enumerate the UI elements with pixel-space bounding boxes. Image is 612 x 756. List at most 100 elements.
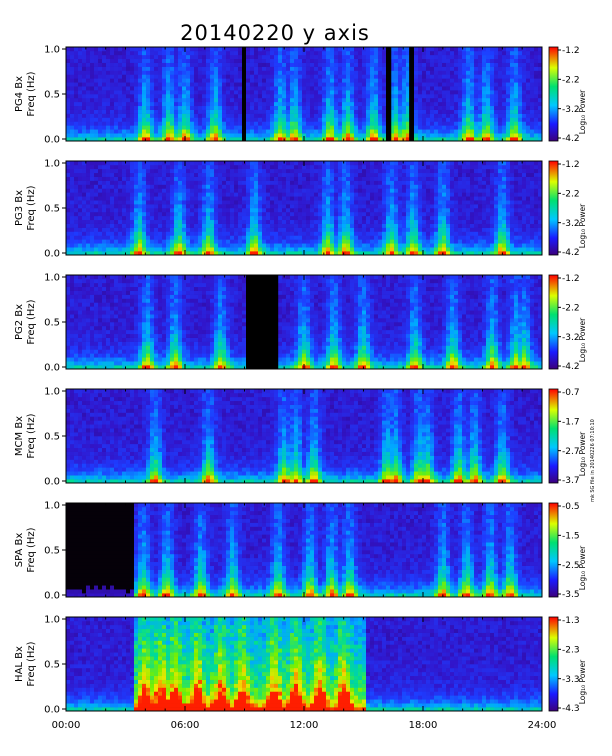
heatmap-cell xyxy=(462,66,467,71)
heatmap-cell xyxy=(238,62,243,67)
heatmap-cell xyxy=(286,101,291,107)
heatmap-cell xyxy=(482,58,487,63)
heatmap-cell xyxy=(494,78,499,83)
heatmap-cell xyxy=(250,211,255,217)
heatmap-cell xyxy=(278,109,283,114)
heatmap-cell xyxy=(458,129,463,134)
heatmap-cell xyxy=(378,161,383,166)
heatmap-cell xyxy=(374,113,379,118)
heatmap-cell xyxy=(246,50,251,56)
heatmap-cell xyxy=(394,125,399,130)
heatmap-cell xyxy=(178,66,183,71)
heatmap-cell xyxy=(130,66,135,71)
heatmap-cell xyxy=(210,105,215,110)
heatmap-cell xyxy=(274,47,279,52)
heatmap-cell xyxy=(390,219,395,224)
heatmap-cell xyxy=(414,101,419,107)
heatmap-cell xyxy=(318,172,323,177)
heatmap-cell xyxy=(218,78,223,83)
heatmap-cell xyxy=(510,101,515,107)
heatmap-cell xyxy=(74,86,79,91)
heatmap-cell xyxy=(538,62,543,67)
heatmap-cell xyxy=(534,105,539,110)
heatmap-cell xyxy=(310,105,315,110)
heatmap-cell xyxy=(226,235,231,240)
heatmap-cell xyxy=(158,105,163,110)
heatmap-cell xyxy=(306,129,311,134)
heatmap-cell xyxy=(222,168,227,174)
heatmap-cell xyxy=(354,121,359,126)
heatmap-cell xyxy=(410,109,415,114)
heatmap-cell xyxy=(458,82,463,87)
heatmap-cell xyxy=(466,82,471,87)
heatmap-cell xyxy=(186,164,191,170)
heatmap-cell xyxy=(282,196,287,201)
heatmap-cell xyxy=(446,97,451,103)
heatmap-cell xyxy=(254,74,259,79)
heatmap-cell xyxy=(314,70,319,75)
heatmap-cell xyxy=(226,192,231,197)
heatmap-cell xyxy=(310,117,315,122)
heatmap-cell xyxy=(406,219,411,224)
heatmap-cell xyxy=(214,161,219,166)
heatmap-cell xyxy=(354,125,359,130)
heatmap-cell xyxy=(74,121,79,126)
heatmap-cell xyxy=(74,204,79,209)
heatmap-cell xyxy=(174,125,179,130)
heatmap-cell xyxy=(94,200,99,205)
heatmap-cell xyxy=(290,117,295,122)
heatmap-cell xyxy=(170,176,175,181)
heatmap-cell xyxy=(70,113,75,118)
heatmap-cell xyxy=(446,54,451,60)
heatmap-cell xyxy=(186,223,191,228)
heatmap-cell xyxy=(318,94,323,99)
heatmap-cell xyxy=(406,251,411,256)
heatmap-cell xyxy=(390,133,395,138)
heatmap-cell xyxy=(150,227,155,232)
heatmap-cell xyxy=(362,58,367,63)
heatmap-cell xyxy=(90,97,95,103)
heatmap-cell xyxy=(214,86,219,91)
heatmap-cell xyxy=(286,188,291,193)
heatmap-cell xyxy=(114,164,119,170)
heatmap-cell xyxy=(322,97,327,103)
heatmap-cell xyxy=(494,50,499,56)
heatmap-cell xyxy=(306,235,311,240)
heatmap-cell xyxy=(194,121,199,126)
heatmap-cell xyxy=(486,105,491,110)
heatmap-cell xyxy=(374,215,379,221)
heatmap-cell xyxy=(358,204,363,209)
heatmap-cell xyxy=(294,211,299,217)
heatmap-cell xyxy=(326,74,331,79)
heatmap-cell xyxy=(286,125,291,130)
heatmap-cell xyxy=(374,90,379,95)
heatmap-cell xyxy=(122,101,127,107)
heatmap-cell xyxy=(346,62,351,67)
heatmap-cell xyxy=(98,62,103,67)
y-axis-station-label: PG4 Bx xyxy=(14,76,25,112)
heatmap-cell xyxy=(226,94,231,99)
heatmap-cell xyxy=(222,200,227,205)
heatmap-cell xyxy=(366,121,371,126)
heatmap-cell xyxy=(326,113,331,118)
heatmap-cell xyxy=(198,66,203,71)
heatmap-cell xyxy=(142,54,147,60)
heatmap-cell xyxy=(314,176,319,181)
heatmap-cell xyxy=(286,235,291,240)
heatmap-cell xyxy=(222,90,227,95)
heatmap-cell xyxy=(530,105,535,110)
heatmap-cell xyxy=(118,70,123,75)
heatmap-cell xyxy=(426,94,431,99)
heatmap-cell xyxy=(298,62,303,67)
heatmap-cell xyxy=(174,62,179,67)
heatmap-cell xyxy=(322,109,327,114)
heatmap-cell xyxy=(370,208,375,213)
heatmap-cell xyxy=(342,211,347,217)
heatmap-cell xyxy=(210,180,215,185)
heatmap-cell xyxy=(330,90,335,95)
heatmap-cell xyxy=(482,113,487,118)
heatmap-cell xyxy=(138,247,143,252)
heatmap-cell xyxy=(102,247,107,252)
heatmap-cell xyxy=(446,58,451,63)
heatmap-cell xyxy=(350,172,355,177)
